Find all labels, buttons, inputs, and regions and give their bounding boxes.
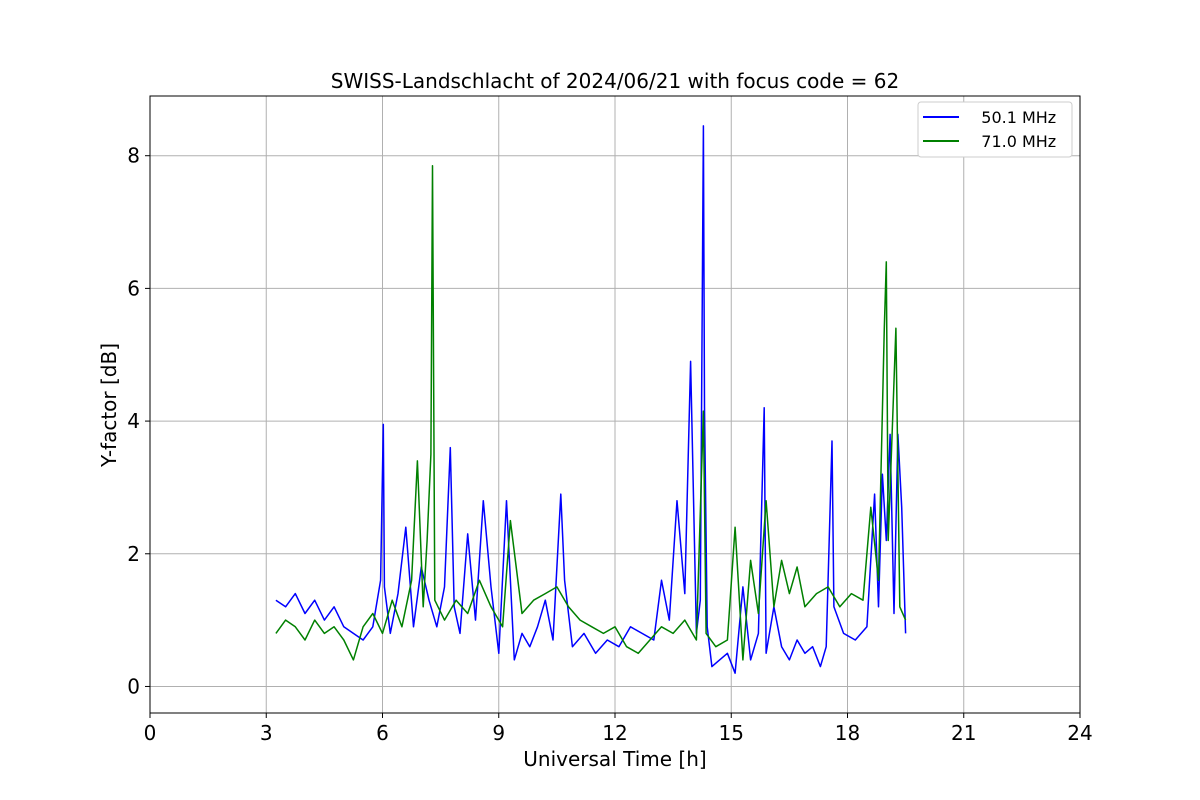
series-layer — [275, 125, 907, 674]
y-tick-label: 6 — [127, 276, 140, 300]
x-tick-label: 21 — [951, 721, 976, 745]
x-tick-label: 24 — [1067, 721, 1092, 745]
x-tick-label: 6 — [376, 721, 389, 745]
y-tick-label: 0 — [127, 674, 140, 698]
legend-label-71-0-mhz: 71.0 MHz — [966, 132, 1056, 151]
x-tick-label: 18 — [835, 721, 860, 745]
y-axis-label: Y-factor [dB] — [97, 343, 121, 468]
x-tick-label: 15 — [719, 721, 744, 745]
y-tick-label: 4 — [127, 409, 140, 433]
x-tick-label: 12 — [602, 721, 627, 745]
x-tick-label: 9 — [492, 721, 505, 745]
y-tick-label: 2 — [127, 542, 140, 566]
x-tick-label: 0 — [144, 721, 157, 745]
x-axis-label: Universal Time [h] — [523, 747, 706, 771]
y-tick-label: 8 — [127, 144, 140, 168]
legend: 50.1 MHz 71.0 MHz — [917, 101, 1073, 158]
legend-label-50-1-mhz: 50.1 MHz — [966, 108, 1056, 127]
chart-title: SWISS-Landschlacht of 2024/06/21 with fo… — [331, 69, 899, 93]
series-line-71-0-mhz — [275, 164, 907, 661]
x-tick-label: 3 — [260, 721, 273, 745]
series-line-50-1-mhz — [275, 125, 907, 674]
legend-box — [917, 101, 1073, 158]
